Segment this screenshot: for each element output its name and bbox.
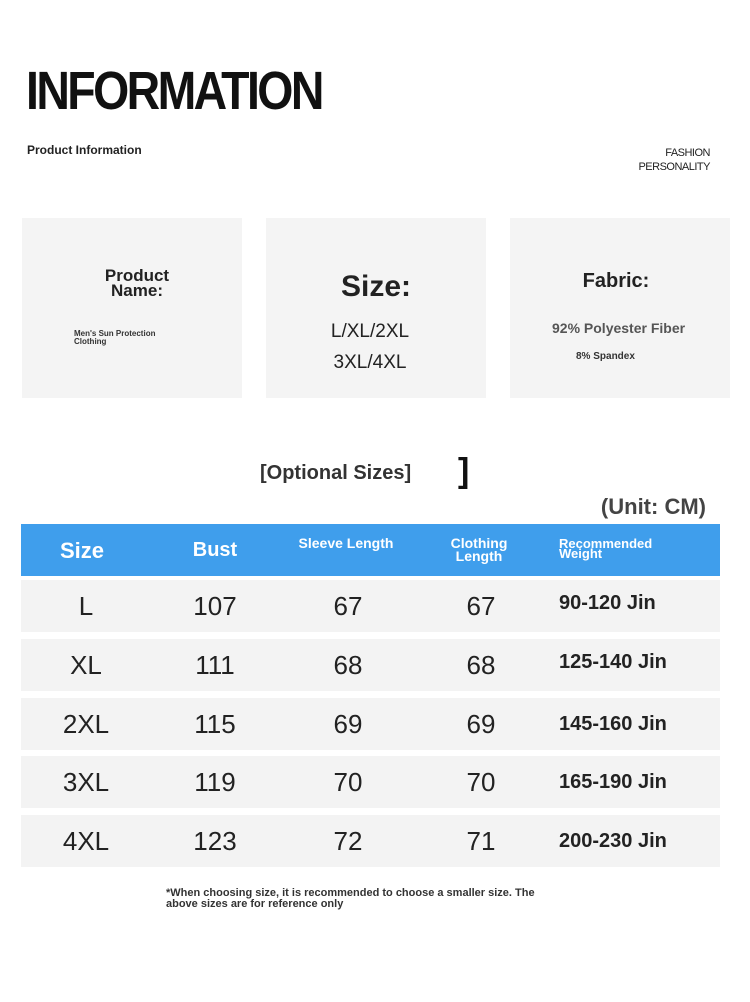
header-clothing-length: Clothing Length [450,535,508,564]
size-table-header: Size Bust Sleeve Length Clothing Length … [21,524,720,576]
size-value-line1: L/XL/2XL [330,321,410,342]
fabric-card: Fabric: 92% Polyester Fiber 8% Spandex [510,218,730,398]
cell-sleeve-length: 72 [333,826,363,856]
cell-sleeve-length: 70 [333,767,363,797]
fashion-tagline: FASHION PERSONALITY [638,146,710,174]
cell-bust: 119 [194,767,236,797]
tagline-fashion: FASHION [665,147,710,159]
caption-bracket: ] [458,452,470,490]
cell-sleeve-length: 68 [333,650,363,680]
cell-size: XL [70,650,102,680]
fabric-label: Fabric: [582,270,650,292]
product-name-value: Men's Sun Protection Clothing [74,329,156,346]
fabric-value-line1: 92% Polyester Fiber [552,320,686,336]
cell-size: 2XL [62,709,110,739]
cell-bust: 115 [194,709,236,739]
cell-weight: 165-190 Jin [559,771,667,793]
cell-weight: 90-120 Jin [559,592,656,614]
cell-clothing-length: 68 [466,650,496,680]
table-row: XL 111 68 68 125-140 Jin [21,639,720,691]
header-size: Size [59,538,105,563]
size-card: Size: L/XL/2XL 3XL/4XL [266,218,486,398]
unit-label: (Unit: CM) [600,494,706,519]
header-sleeve-length: Sleeve Length [298,535,394,551]
cell-clothing-length: 71 [466,826,496,856]
fabric-value-line2: 8% Spandex [576,351,635,362]
cell-size: 4XL [62,826,110,856]
cell-clothing-length: 67 [466,591,496,621]
section-subtitle: Product Information [27,143,142,157]
header-recommended-weight: Recommended Weight [559,536,653,561]
header-bust: Bust [192,539,238,561]
table-row: 2XL 115 69 69 145-160 Jin [21,698,720,750]
size-value-line2: 3XL/4XL [333,352,407,373]
table-row: L 107 67 67 90-120 Jin [21,580,720,632]
page-title: INFORMATION [26,61,324,121]
cell-weight: 145-160 Jin [559,713,667,735]
cell-size: 3XL [62,767,110,797]
cell-bust: 123 [193,826,237,856]
product-name-label: Product Name: [104,266,170,300]
size-label: Size: [340,270,412,303]
optional-sizes-caption: [Optional Sizes] [260,462,412,484]
cell-bust: 107 [193,591,237,621]
cell-bust: 111 [195,650,235,680]
cell-weight: 125-140 Jin [559,651,667,673]
size-note: *When choosing size, it is recommended t… [166,887,535,910]
cell-size: L [78,591,94,621]
cell-clothing-length: 69 [466,709,496,739]
table-row: 4XL 123 72 71 200-230 Jin [21,815,720,867]
table-row: 3XL 119 70 70 165-190 Jin [21,756,720,808]
cell-weight: 200-230 Jin [559,830,667,852]
cell-clothing-length: 70 [466,767,496,797]
cell-sleeve-length: 67 [333,591,363,621]
tagline-personality: PERSONALITY [638,161,710,173]
product-name-card: Product Name: Men's Sun Protection Cloth… [22,218,242,398]
cell-sleeve-length: 69 [333,709,363,739]
